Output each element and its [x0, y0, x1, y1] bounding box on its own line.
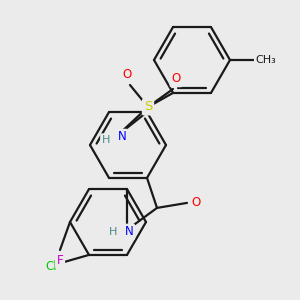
Text: O: O	[191, 196, 201, 209]
Text: O: O	[171, 73, 181, 85]
Text: Cl: Cl	[45, 260, 57, 273]
Text: H: H	[109, 227, 117, 237]
Text: F: F	[57, 254, 63, 266]
Text: S: S	[144, 100, 152, 113]
Text: O: O	[122, 68, 132, 82]
Text: N: N	[124, 225, 134, 239]
Text: N: N	[118, 130, 126, 143]
Text: H: H	[102, 135, 110, 145]
Text: CH₃: CH₃	[256, 55, 276, 65]
